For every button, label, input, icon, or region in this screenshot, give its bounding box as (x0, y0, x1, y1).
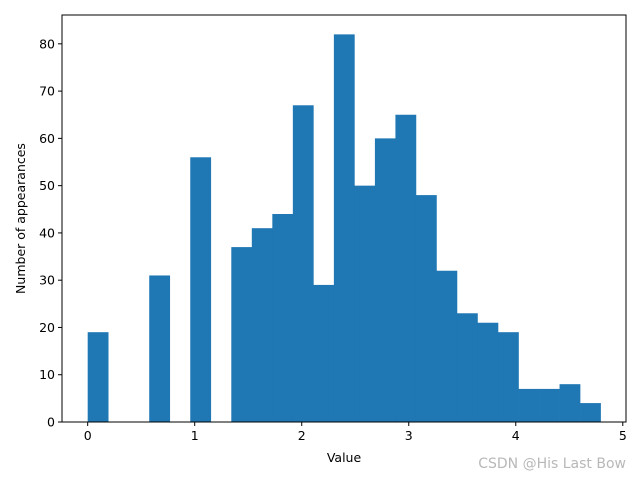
y-tick-label: 10 (39, 367, 55, 382)
y-tick-label: 70 (39, 84, 55, 99)
x-tick-label: 3 (405, 428, 413, 443)
histogram-bar (190, 157, 212, 422)
y-tick-label: 20 (39, 320, 55, 335)
histogram-bars (87, 34, 601, 423)
histogram-bar (231, 247, 253, 422)
plot-frame (61, 14, 627, 423)
x-tick-label: 5 (619, 428, 627, 443)
x-tick-label: 4 (512, 428, 520, 443)
x-axis-label: Value (327, 450, 362, 465)
histogram-bar (539, 388, 560, 422)
y-tick-label: 30 (39, 273, 55, 288)
watermark-text: CSDN @His Last Bow (478, 456, 626, 472)
x-tick-label: 0 (84, 428, 92, 443)
x-axis: 0 1 2 3 4 5 (84, 422, 627, 443)
y-tick-label: 60 (39, 131, 55, 146)
histogram-bar (313, 284, 335, 422)
histogram-bar (580, 403, 601, 422)
histogram-bar (456, 313, 478, 422)
y-tick-label: 0 (47, 415, 55, 430)
histogram-bar (395, 114, 417, 422)
histogram-bar (477, 322, 499, 422)
histogram-bar (292, 105, 314, 423)
x-tick-label: 1 (191, 428, 199, 443)
histogram-bar (436, 270, 458, 422)
histogram-bar (333, 34, 355, 422)
y-tick-label: 80 (39, 36, 55, 51)
y-axis: 0 10 20 30 40 50 60 70 80 (39, 36, 62, 430)
histogram-bar (354, 185, 376, 422)
histogram-bar (149, 275, 171, 422)
histogram-bar (374, 138, 396, 422)
histogram-bar (87, 332, 109, 422)
y-tick-label: 40 (39, 225, 55, 240)
histogram-bar (498, 332, 519, 422)
y-tick-label: 50 (39, 178, 55, 193)
histogram-bar (272, 214, 294, 422)
histogram-bar (518, 388, 540, 422)
histogram-bar (251, 228, 273, 422)
histogram-bar (415, 195, 437, 422)
y-axis-label: Number of appearances (13, 143, 28, 294)
histogram-bar (559, 384, 581, 422)
x-tick-label: 2 (298, 428, 306, 443)
